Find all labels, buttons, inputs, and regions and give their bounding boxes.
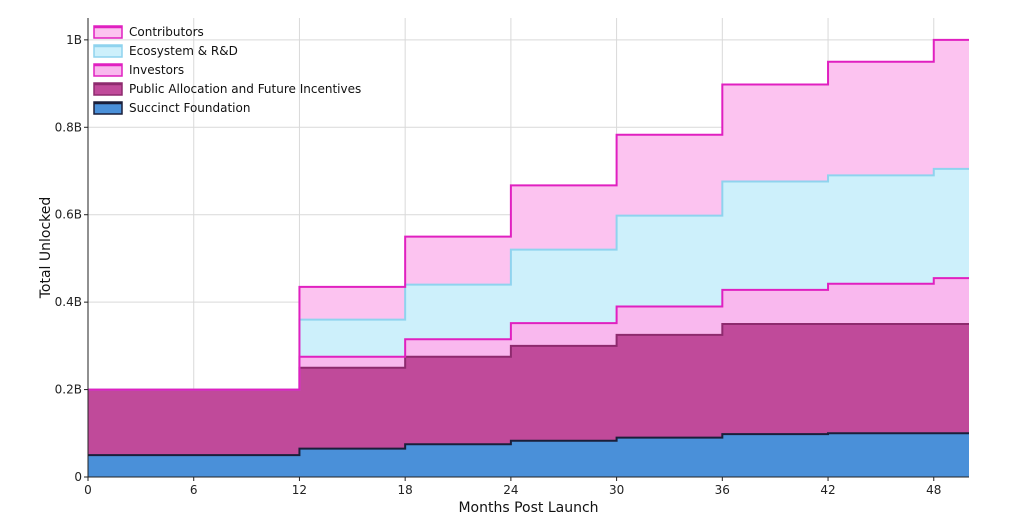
y-tick-label: 0.2B: [55, 383, 82, 397]
x-tick-label: 18: [398, 483, 413, 497]
line-succinct-foundation: [88, 432, 969, 457]
line-investors: [88, 277, 969, 391]
legend-label-public-allocation-and-future-incentives: Public Allocation and Future Incentives: [129, 82, 361, 96]
x-tick-label: 0: [84, 483, 92, 497]
line-contributors: [88, 38, 969, 391]
x-tick-label: 42: [820, 483, 835, 497]
y-tick-label: 0.4B: [55, 295, 82, 309]
plot-areas: [88, 39, 969, 477]
x-tick-label: 6: [190, 483, 198, 497]
area-contributors: [88, 39, 969, 390]
line-ecosystem-r-d: [88, 167, 969, 391]
area-ecosystem-r-d: [88, 168, 969, 390]
x-tick-label: 36: [715, 483, 730, 497]
legend-label-succinct-foundation: Succinct Foundation: [129, 101, 250, 115]
area-succinct-foundation: [88, 433, 969, 477]
line-public-allocation-and-future-incentives: [88, 323, 969, 391]
axes: 0 6 12 18 24 30 36 42 48 0 0.2B 0.4B 0.6B 0.8B 1B Month…: [38, 18, 969, 516]
legend-label-investors: Investors: [129, 63, 184, 77]
x-tick-label: 30: [609, 483, 624, 497]
x-tick-label: 12: [292, 483, 307, 497]
y-tick-label: 0.6B: [55, 208, 82, 222]
area-public-allocation-and-future-incentives: [88, 324, 969, 456]
legend-label-ecosystem-r-d: Ecosystem & R&D: [129, 44, 238, 58]
legend-label-contributors: Contributors: [129, 25, 204, 39]
x-tick-label: 48: [926, 483, 941, 497]
y-tick-label: 0.8B: [55, 120, 82, 134]
y-axis-title: Total Unlocked: [38, 197, 54, 300]
y-tick-label: 0: [74, 470, 82, 484]
area-investors: [88, 278, 969, 390]
plot-lines: [88, 38, 969, 457]
x-tick-label: 24: [503, 483, 518, 497]
legend: Contributors Ecosystem & R&D Investors Publ…: [93, 25, 361, 115]
y-tick-label: 1B: [66, 33, 82, 47]
x-axis-title: Months Post Launch: [458, 500, 598, 516]
